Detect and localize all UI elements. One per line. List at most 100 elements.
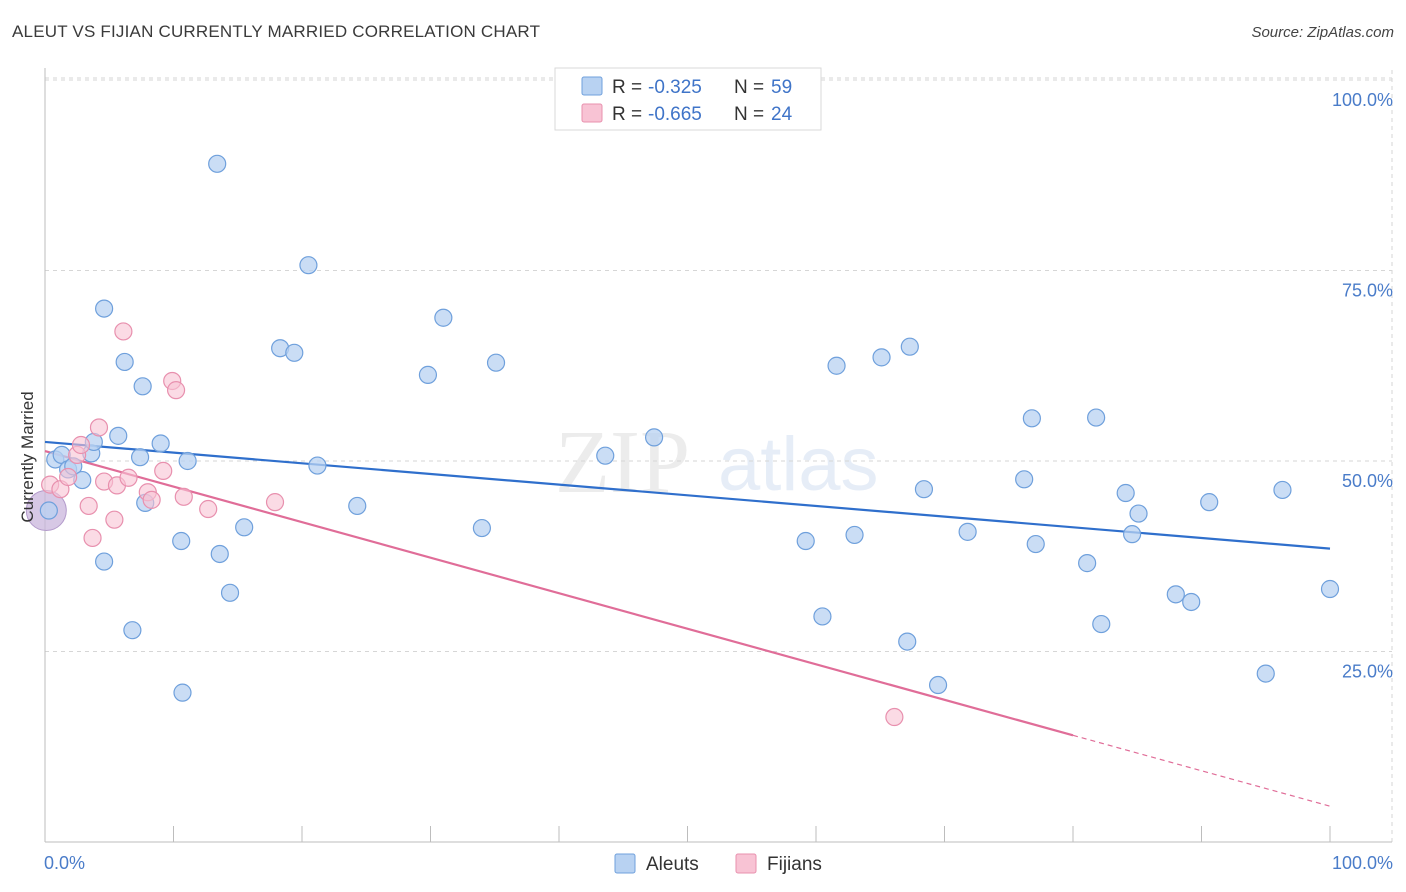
aleut-point [644, 428, 664, 447]
fijian-point [89, 418, 109, 437]
aleut-point [109, 426, 128, 445]
axes: 25.0% 50.0% 75.0% 100.0% 0.0% 100.0% [44, 68, 1393, 873]
aleut-point [235, 518, 254, 537]
y-tick-label: 100.0% [1332, 90, 1393, 110]
fijian-point [166, 381, 186, 400]
aleut-point [220, 583, 240, 602]
bottom-legend-aleut-swatch [614, 853, 636, 874]
aleut-point [928, 675, 948, 695]
data-points [25, 154, 1340, 727]
aleut-point [1015, 470, 1034, 489]
aleut-point [827, 356, 846, 375]
aleut-point [133, 377, 152, 396]
legend-aleut-r-value: -0.325 [648, 77, 702, 98]
aleut-point [914, 480, 934, 499]
trend-lines [44, 440, 1331, 807]
aleut-trend-line [44, 440, 1331, 550]
watermark-zip: ZIP [555, 413, 690, 512]
aleut-point [173, 683, 192, 702]
y-tick-label: 75.0% [1342, 281, 1393, 301]
bottom-legend-fijians: Fijians [767, 854, 822, 875]
bottom-legend: Aleuts Fijians [614, 853, 822, 875]
aleut-point [1078, 554, 1097, 573]
fijian-point [83, 528, 102, 548]
legend-fijian-n-value: 24 [771, 104, 793, 125]
fijian-point [265, 493, 285, 512]
aleut-point [95, 552, 114, 571]
aleut-point [115, 352, 134, 372]
aleut-point [151, 434, 170, 453]
bottom-legend-aleuts: Aleuts [646, 854, 699, 875]
aleut-point [1092, 614, 1111, 634]
aleut-point [178, 451, 197, 471]
aleut-point [95, 299, 114, 318]
fijian-point [59, 467, 78, 487]
aleut-point [1129, 504, 1148, 523]
fijian-point [154, 461, 173, 481]
aleut-point [285, 343, 304, 362]
fijian-point [79, 496, 98, 516]
aleut-point [210, 544, 229, 564]
y-axis-title: Currently Married [18, 391, 37, 522]
aleut-point [958, 522, 977, 541]
legend-fijian-n-label: N = [734, 104, 764, 125]
fijian-point [119, 468, 138, 487]
legend-fijian-r-label: R = [612, 104, 642, 125]
source-label: Source: ZipAtlas.com [1251, 24, 1394, 41]
aleut-point [1256, 664, 1275, 683]
aleut-point [872, 348, 891, 367]
aleut-point [900, 337, 919, 356]
aleut-point [123, 621, 142, 640]
fijian-point [142, 490, 161, 509]
aleut-point [1166, 585, 1185, 604]
aleut-point [1026, 534, 1045, 554]
fijian-point [71, 435, 91, 455]
aleut-point [845, 525, 864, 545]
aleut-point [418, 365, 438, 384]
aleut-point [1273, 480, 1292, 500]
aleut-point [898, 632, 917, 651]
aleut-point [1087, 408, 1106, 427]
watermark-atlas: atlas [718, 422, 879, 507]
aleut-point [172, 531, 191, 551]
aleut-point [208, 154, 227, 173]
aleut-point [1022, 409, 1041, 428]
aleut-point [1123, 525, 1142, 544]
legend-aleut-swatch [581, 76, 603, 96]
aleut-point [299, 256, 318, 275]
legend-fijian-r-value: -0.665 [648, 104, 702, 125]
aleut-point [1116, 483, 1135, 503]
x-tick-label-max: 100.0% [1332, 853, 1393, 873]
fijian-point [114, 322, 133, 341]
aleut-point [1200, 493, 1219, 512]
chart-title: ALEUT VS FIJIAN CURRENTLY MARRIED CORREL… [12, 22, 541, 41]
fijian-point [174, 487, 193, 506]
legend-fijian-swatch [581, 103, 603, 123]
aleut-point [308, 456, 327, 475]
legend-aleut-n-label: N = [734, 77, 764, 98]
aleut-point [434, 308, 453, 327]
aleut-point [1182, 592, 1201, 612]
aleut-point [472, 518, 491, 538]
aleut-point [596, 446, 615, 465]
fijian-trend-extension [1072, 734, 1331, 807]
aleut-point [486, 353, 506, 372]
aleut-point [130, 448, 150, 467]
y-tick-label: 25.0% [1342, 662, 1393, 682]
aleut-point [813, 607, 832, 626]
watermark: ZIP atlas [555, 413, 879, 512]
aleut-point [39, 501, 58, 520]
bottom-legend-fijian-swatch [735, 853, 757, 874]
fijian-point [199, 499, 218, 519]
aleut-point [796, 531, 815, 551]
fijian-point [105, 510, 124, 529]
legend: R = -0.325 N = 59 R = -0.665 N = 24 [554, 67, 822, 131]
fijian-trend-line [44, 450, 1074, 737]
y-tick-label: 50.0% [1342, 471, 1393, 491]
x-tick-label-min: 0.0% [44, 853, 85, 873]
legend-aleut-r-label: R = [612, 77, 642, 98]
legend-aleut-n-value: 59 [771, 77, 792, 98]
fijian-point [885, 707, 904, 727]
aleut-point [348, 496, 367, 516]
